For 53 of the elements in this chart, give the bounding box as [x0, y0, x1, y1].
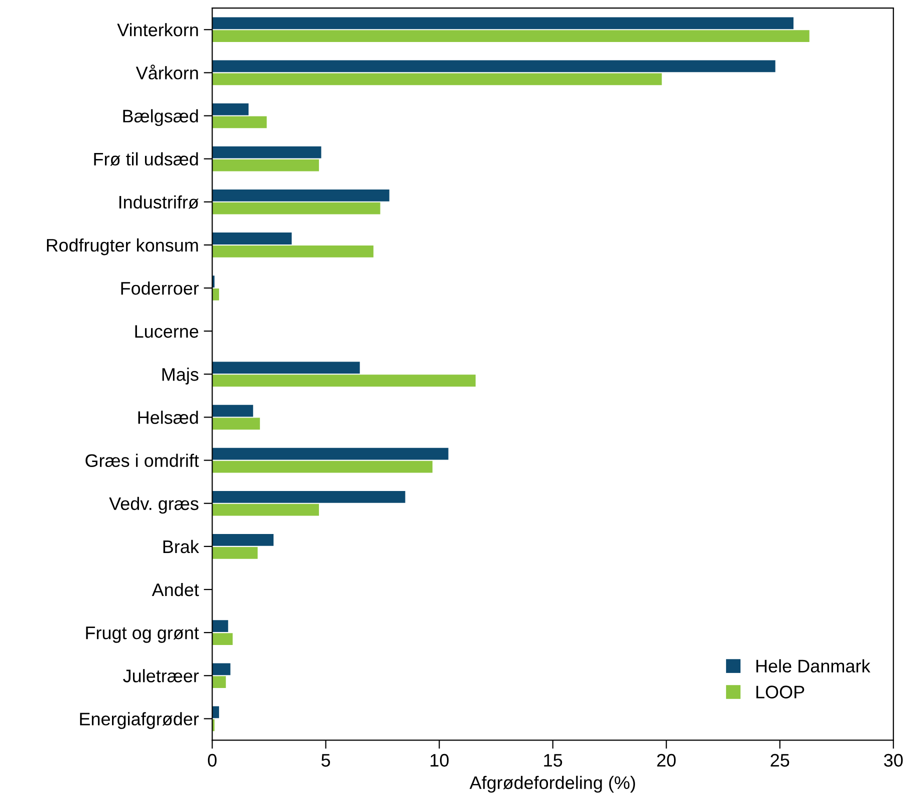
x-tick-label: 20 [657, 754, 676, 767]
bar [212, 504, 319, 516]
y-tick-label: Græs i omdrift [86, 454, 199, 468]
y-tick-label: Majs [162, 368, 198, 384]
y-tick-label: Juletræer [123, 669, 199, 682]
bar [212, 534, 274, 546]
y-tick-label: Frugt og grønt [86, 626, 199, 643]
bar [212, 620, 228, 632]
bar [212, 245, 374, 258]
bar [212, 418, 260, 430]
bar [212, 448, 448, 460]
x-tick-label: 25 [770, 754, 790, 767]
x-axis-title: Afgrødefordeling (%) [470, 776, 635, 793]
y-tick-label: Vedv. græs [109, 496, 198, 514]
bar [212, 374, 476, 387]
x-tick-label: 30 [884, 754, 903, 767]
y-tick-label: Rodfrugter konsum [46, 238, 198, 256]
bar [212, 404, 254, 417]
y-tick-label: Andet [152, 582, 199, 596]
bar [212, 146, 322, 158]
y-tick-label: Vårkorn [136, 64, 198, 80]
bar [212, 202, 380, 214]
y-tick-label: Foderroer [121, 281, 199, 295]
y-tick-label: Bælgsæd [123, 109, 198, 126]
x-tick-label: 15 [544, 754, 562, 767]
bar [212, 460, 432, 473]
y-tick-label: Helsæd [138, 410, 198, 424]
x-tick-label: 5 [321, 754, 330, 767]
bar [212, 116, 267, 128]
legend-label: LOOP [756, 686, 804, 698]
legend-label: Hele Danmark [756, 659, 870, 672]
y-tick-label: Brak [163, 540, 200, 554]
bar [212, 30, 810, 42]
bar [212, 17, 794, 30]
bar [212, 232, 292, 244]
y-tick-label: Vinterkorn [117, 23, 198, 36]
y-tick-label: Lucerne [135, 325, 198, 338]
bar [212, 546, 258, 559]
x-tick-label: 10 [430, 754, 449, 767]
bar [212, 73, 662, 86]
bar [212, 60, 776, 72]
y-tick-label: Energiafgrøder [80, 712, 199, 729]
y-tick-label: Industrifrø [119, 195, 199, 209]
bar [212, 103, 249, 116]
bar [212, 189, 390, 202]
bar [212, 490, 406, 503]
x-tick-label: 0 [208, 754, 217, 767]
bar [212, 663, 230, 676]
bar [212, 676, 226, 688]
y-tick-label: Frø til udsæd [94, 152, 198, 166]
bar [212, 362, 360, 374]
bar [212, 633, 233, 645]
bar [212, 159, 319, 172]
